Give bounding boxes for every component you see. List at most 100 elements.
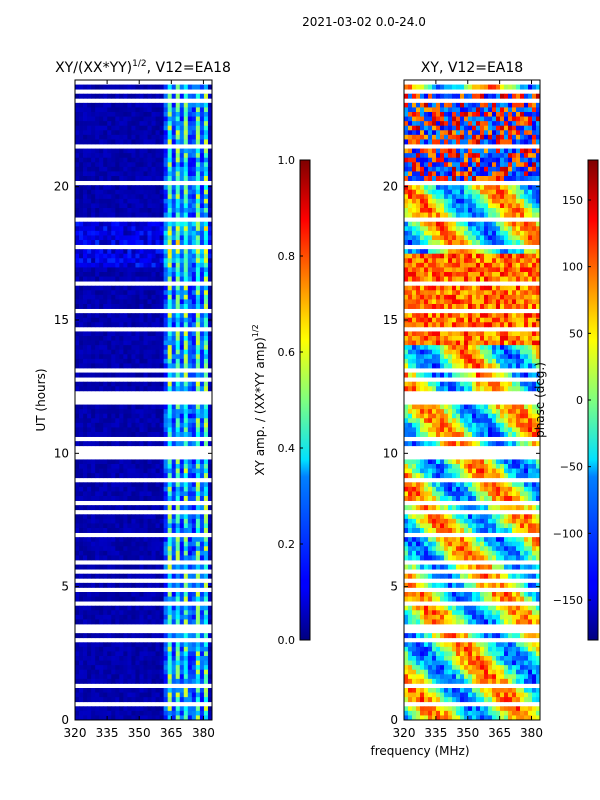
heatmap-cell [151,413,156,419]
heatmap-cell [99,710,104,716]
heatmap-cell [135,550,140,556]
heatmap-cell [464,208,469,213]
heatmap-cell [472,230,477,236]
heatmap-cell [143,240,148,245]
heatmap-cell [107,665,112,671]
heatmap-cell [191,354,197,360]
heatmap-cell [103,464,108,469]
heatmap-cell [151,322,156,328]
heatmap-cell [111,208,116,213]
heatmap-cell [195,678,201,684]
heatmap-cell [179,176,185,181]
heatmap-cell [199,340,205,346]
heatmap-cell [183,112,189,117]
heatmap-cell [183,706,189,712]
heatmap-cell [103,482,108,488]
heatmap-cell [492,148,497,154]
heatmap-cell [424,134,429,140]
heatmap-cell [159,208,165,213]
heatmap-cell [179,427,185,433]
heatmap-cell [115,464,120,469]
heatmap-cell [103,198,108,204]
heatmap-cell [444,166,449,172]
heatmap-cell [159,541,165,547]
heatmap-cell [99,518,104,524]
heatmap-cell [103,678,108,684]
heatmap-cell [135,486,140,492]
heatmap-cell [199,441,205,447]
heatmap-cell [464,134,469,140]
heatmap-cell [95,317,100,323]
heatmap-cell [404,290,409,296]
heatmap-cell [484,285,489,291]
heatmap-cell [119,313,124,319]
heatmap-cell [155,592,161,597]
heatmap-cell [147,153,152,159]
heatmap-cell [135,349,140,355]
heatmap-cell [83,345,88,351]
heatmap-cell [123,130,128,136]
heatmap-cell [139,564,144,570]
heatmap-cell [75,372,80,378]
heatmap-cell [99,669,104,675]
heatmap-cell [432,171,437,177]
heatmap-cell [111,226,116,232]
heatmap-cell [420,267,425,273]
heatmap-cell [139,162,144,168]
heatmap-cell [95,678,100,684]
heatmap-cell [492,194,497,200]
heatmap-cell [107,290,112,296]
heatmap-cell [119,697,124,703]
heatmap-cell [119,317,124,323]
heatmap-cell [87,221,92,227]
heatmap-cell [195,148,201,154]
heatmap-cell [207,427,213,433]
heatmap-cell [207,473,213,479]
heatmap-cell [528,153,533,159]
heatmap-cell [199,550,205,556]
heatmap-cell [436,102,441,108]
heatmap-cell [195,112,201,117]
heatmap-cell [135,212,140,218]
heatmap-cell [528,230,533,236]
heatmap-cell [147,294,152,300]
heatmap-cell [119,386,124,392]
heatmap-cell [103,262,108,268]
heatmap-cell [488,134,493,140]
heatmap-cell [75,162,80,168]
heatmap-cell [167,112,173,117]
heatmap-cell [416,203,421,209]
heatmap-cell [135,665,140,671]
heatmap-cell [199,464,205,469]
heatmap-cell [107,358,112,364]
heatmap-cell [448,134,453,140]
heatmap-cell [115,125,120,131]
heatmap-cell [111,546,116,552]
heatmap-cell [452,249,457,255]
heatmap-cell [91,285,96,291]
heatmap-cell [456,221,461,227]
heatmap-cell [147,134,152,140]
heatmap-cell [203,262,209,268]
heatmap-cell [528,221,533,227]
heatmap-cell [143,656,148,661]
heatmap-cell [95,157,100,163]
heatmap-cell [79,134,84,140]
heatmap-cell [203,610,209,616]
heatmap-cell [203,441,209,447]
heatmap-cell [103,107,108,113]
heatmap-cell [115,505,120,511]
heatmap-cell [159,582,165,588]
heatmap-cell [484,93,489,99]
heatmap-cell [147,258,152,264]
heatmap-cell [195,304,201,309]
heatmap-cell [171,208,177,213]
heatmap-cell [492,262,497,268]
heatmap-cell [147,130,152,136]
heatmap-cell [428,221,433,227]
heatmap-cell [99,582,104,588]
heatmap-cell [428,166,433,172]
heatmap-cell [448,116,453,122]
heatmap-cell [123,596,128,602]
heatmap-cell [151,473,156,479]
